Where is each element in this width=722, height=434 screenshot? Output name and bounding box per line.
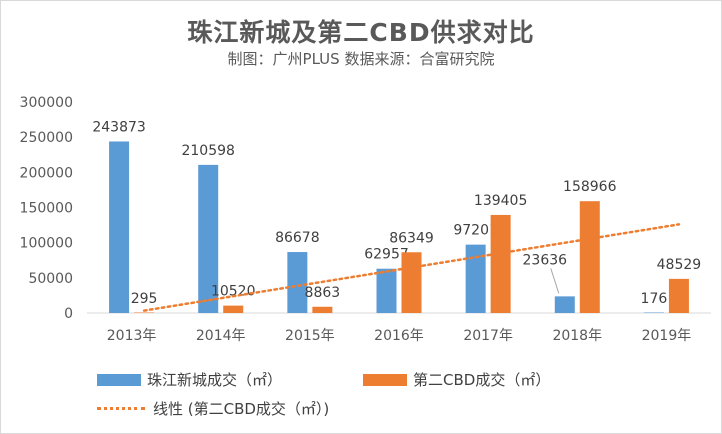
data-label: 97201 — [453, 223, 498, 239]
data-label: 48529 — [657, 257, 702, 273]
x-tick-label: 2019年 — [642, 328, 692, 344]
data-label: 139405 — [474, 193, 527, 209]
bar-second-cbd — [134, 312, 155, 313]
legend-item-trendline: 线性 (第二CBD成交（㎡）) — [97, 398, 329, 419]
bar-zhujiang — [554, 296, 575, 313]
y-tick-label: 100000 — [20, 236, 73, 252]
y-tick-label: 150000 — [20, 201, 73, 217]
data-label: 86349 — [389, 230, 434, 246]
bar-zhujiang — [643, 312, 664, 313]
legend-label-trendline: 线性 (第二CBD成交（㎡）) — [153, 400, 330, 418]
legend-swatch-trendline — [97, 407, 145, 410]
trend-line — [142, 223, 681, 312]
bar-second-cbd — [579, 201, 600, 313]
chart-title: 珠江新城及第二CBD供求对比 — [187, 18, 535, 47]
data-label: 10520 — [211, 284, 256, 300]
legend-swatch-zhujiang — [97, 373, 141, 386]
data-label: 8863 — [305, 285, 341, 301]
data-label: 176 — [641, 291, 668, 307]
bar-second-cbd — [401, 252, 422, 313]
data-label: 295 — [131, 291, 158, 307]
bar-zhujiang — [376, 268, 397, 313]
bar-second-cbd — [223, 305, 244, 313]
bar-zhujiang — [287, 252, 308, 313]
bar-second-cbd — [312, 306, 333, 313]
x-tick-label: 2014年 — [196, 328, 246, 344]
data-label: 243873 — [92, 119, 145, 135]
data-label-leader — [550, 268, 560, 294]
y-tick-label: 50000 — [28, 271, 73, 287]
bar-second-cbd — [490, 214, 511, 313]
y-tick-label: 250000 — [20, 130, 73, 146]
y-tick-label: 300000 — [20, 95, 73, 111]
x-tick-label: 2018年 — [552, 328, 602, 344]
data-label: 210598 — [181, 143, 234, 159]
x-tick-label: 2017年 — [463, 328, 513, 344]
data-label: 86678 — [275, 230, 320, 246]
legend-label-second-cbd: 第二CBD成交（㎡） — [413, 371, 551, 389]
legend-swatch-second-cbd — [363, 373, 407, 386]
x-tick-label: 2015年 — [285, 328, 335, 344]
data-label: 62957 — [364, 247, 409, 263]
bar-zhujiang — [198, 164, 219, 313]
bar-zhujiang — [465, 244, 486, 313]
legend-item-zhujiang: 珠江新城成交（㎡） — [97, 369, 282, 390]
bar-second-cbd — [668, 278, 689, 313]
bar-zhujiang — [109, 141, 130, 313]
legend-item-second-cbd: 第二CBD成交（㎡） — [363, 369, 550, 390]
chart-subtitle: 制图：广州PLUS 数据来源：合富研究院 — [227, 50, 495, 68]
legend-label-zhujiang: 珠江新城成交（㎡） — [147, 371, 283, 389]
x-tick-label: 2016年 — [374, 328, 424, 344]
y-tick-label: 0 — [64, 306, 73, 322]
x-tick-label: 2013年 — [107, 328, 157, 344]
y-tick-label: 200000 — [20, 165, 73, 181]
data-label: 158966 — [563, 179, 617, 195]
data-label: 23636 — [523, 252, 568, 268]
